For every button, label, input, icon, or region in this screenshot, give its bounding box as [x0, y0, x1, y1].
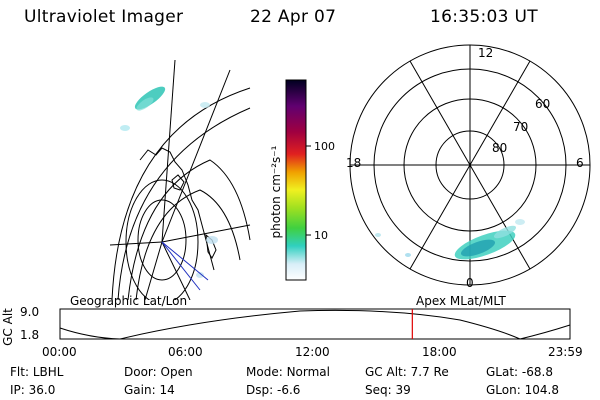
- x-tick-0000: 00:00: [42, 345, 77, 359]
- apex-title: Apex MLat/MLT: [416, 294, 506, 308]
- altitude-curve: [59, 309, 571, 340]
- info-flt: Flt: LBHL: [10, 365, 64, 379]
- mlt-label-18: 18: [346, 156, 362, 170]
- info-dsp: Dsp: -6.6: [246, 383, 301, 397]
- x-tick-2359: 23:59: [548, 345, 583, 359]
- x-tick-1200: 12:00: [295, 345, 330, 359]
- instrument-title: Ultraviolet Imager: [24, 7, 184, 27]
- lat-label-60: 60: [535, 97, 551, 111]
- info-seq: Seq: 39: [365, 383, 411, 397]
- y-tick-high: 9.0: [20, 305, 40, 319]
- aurora-emission-polar: [375, 219, 525, 260]
- info-mode: Mode: Normal: [246, 365, 330, 379]
- satellite-track: [161, 241, 201, 291]
- observation-date: 22 Apr 07: [250, 7, 337, 27]
- info-glon: GLon: 104.8: [486, 383, 559, 397]
- info-gain: Gain: 14: [124, 383, 175, 397]
- aurora-emission-map: [120, 86, 218, 278]
- geographic-title: Geographic Lat/Lon: [70, 294, 188, 308]
- info-ip: IP: 36.0: [10, 383, 56, 397]
- info-gc-alt: GC Alt: 7.7 Re: [365, 365, 449, 379]
- info-door: Door: Open: [124, 365, 193, 379]
- info-glat: GLat: -68.8: [486, 365, 553, 379]
- mlt-label-12: 12: [478, 46, 494, 60]
- colorbar-tick-10: 10: [314, 229, 328, 242]
- mlt-label-6: 6: [576, 156, 584, 170]
- colorbar-tick-100: 100: [314, 140, 335, 153]
- lat-label-80: 80: [492, 141, 508, 155]
- x-tick-1800: 18:00: [422, 345, 457, 359]
- lat-label-70: 70: [513, 120, 529, 134]
- x-tick-0600: 06:00: [168, 345, 203, 359]
- y-tick-low: 1.8: [20, 328, 40, 342]
- observation-time: 16:35:03 UT: [430, 7, 538, 27]
- mlt-label-0: 0: [466, 276, 474, 290]
